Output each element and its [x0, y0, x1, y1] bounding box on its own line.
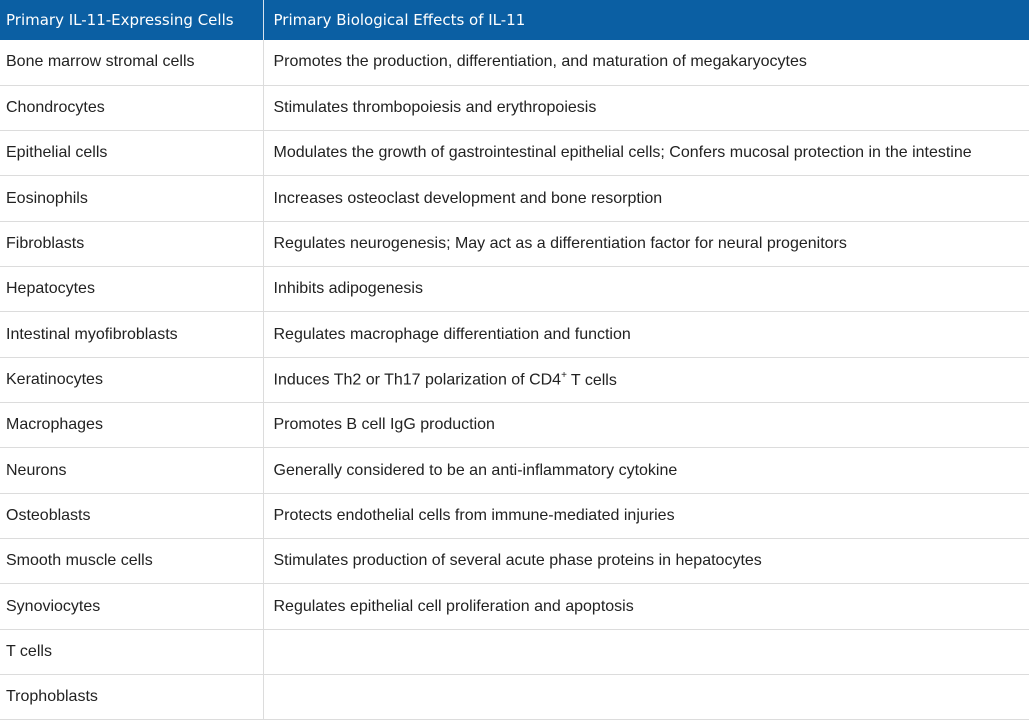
cell: Macrophages — [0, 402, 263, 449]
cell: Osteoblasts — [0, 493, 263, 540]
row: Hepatocytes Inhibits adipogenesis — [0, 266, 1029, 313]
row: Epithelial cells Modulates the growth of … — [0, 130, 1029, 177]
cell: Promotes the production, differentiation… — [262, 40, 1029, 86]
cell-text: T cells — [570, 371, 617, 389]
superscript: + — [561, 370, 567, 382]
row: Eosinophils Increases osteoclast developm… — [0, 175, 1029, 222]
cell: Chondrocytes — [0, 85, 263, 132]
cell: Bone marrow stromal cells — [0, 40, 263, 86]
cell: Epithelial cells — [0, 130, 263, 177]
cell: Eosinophils — [0, 175, 263, 222]
row: Fibroblasts Regulates neurogenesis; May a… — [0, 221, 1029, 268]
row: Intestinal myofibroblasts Regulates macro… — [0, 311, 1029, 358]
row: Macrophages Promotes B cell IgG productio… — [0, 402, 1029, 449]
header-cell: Primary Biological Effects of IL-11 — [262, 0, 1029, 40]
cell: Neurons — [0, 447, 263, 494]
row: T cells — [0, 629, 1029, 676]
row: Synoviocytes Regulates epithelial cell pr… — [0, 583, 1029, 630]
cell-text: Induces Th2 or Th17 polarization of CD4 — [273, 371, 562, 389]
row: Bone marrow stromal cells Promotes the pr… — [0, 40, 1029, 86]
row: Chondrocytes Stimulates thrombopoiesis an… — [0, 85, 1029, 132]
cell: Smooth muscle cells — [0, 538, 263, 585]
row: Smooth muscle cells Stimulates production… — [0, 538, 1029, 585]
cell: Hepatocytes — [0, 266, 263, 313]
empty-cell — [262, 674, 1029, 720]
header-row: Primary IL-11-Expressing Cells Primary B… — [0, 0, 1029, 40]
cell: Regulates epithelial cell proliferation … — [262, 583, 1029, 630]
cell: Stimulates thrombopoiesis and erythropoi… — [262, 85, 1029, 132]
empty-cell — [262, 629, 1029, 676]
cell: Increases osteoclast development and bon… — [262, 175, 1029, 222]
cell: Inhibits adipogenesis — [262, 266, 1029, 313]
cell: T cells — [0, 629, 263, 676]
cell: Protects endothelial cells from immune-m… — [262, 493, 1029, 540]
cell: Keratinocytes — [0, 357, 263, 404]
cell: Promotes B cell IgG production — [262, 402, 1029, 449]
cell: Generally considered to be an anti-infla… — [262, 447, 1029, 494]
row: Keratinocytes Induces Th2 or Th17 polariz… — [0, 357, 1029, 404]
row: Neurons Generally considered to be an ant… — [0, 447, 1029, 494]
cell: Fibroblasts — [0, 221, 263, 268]
cell: Synoviocytes — [0, 583, 263, 630]
cell: Modulates the growth of gastrointestinal… — [262, 130, 1029, 177]
cell: Regulates neurogenesis; May act as a dif… — [262, 221, 1029, 268]
cell: Stimulates production of several acute p… — [262, 538, 1029, 585]
row: Osteoblasts Protects endothelial cells fr… — [0, 493, 1029, 540]
cell: Trophoblasts — [0, 674, 263, 720]
cell: Regulates macrophage differentiation and… — [262, 311, 1029, 358]
header-cell: Primary IL-11-Expressing Cells — [0, 0, 263, 40]
row: Trophoblasts — [0, 674, 1029, 720]
cell: Intestinal myofibroblasts — [0, 311, 263, 358]
cell: Induces Th2 or Th17 polarization of CD4+… — [262, 357, 1029, 404]
